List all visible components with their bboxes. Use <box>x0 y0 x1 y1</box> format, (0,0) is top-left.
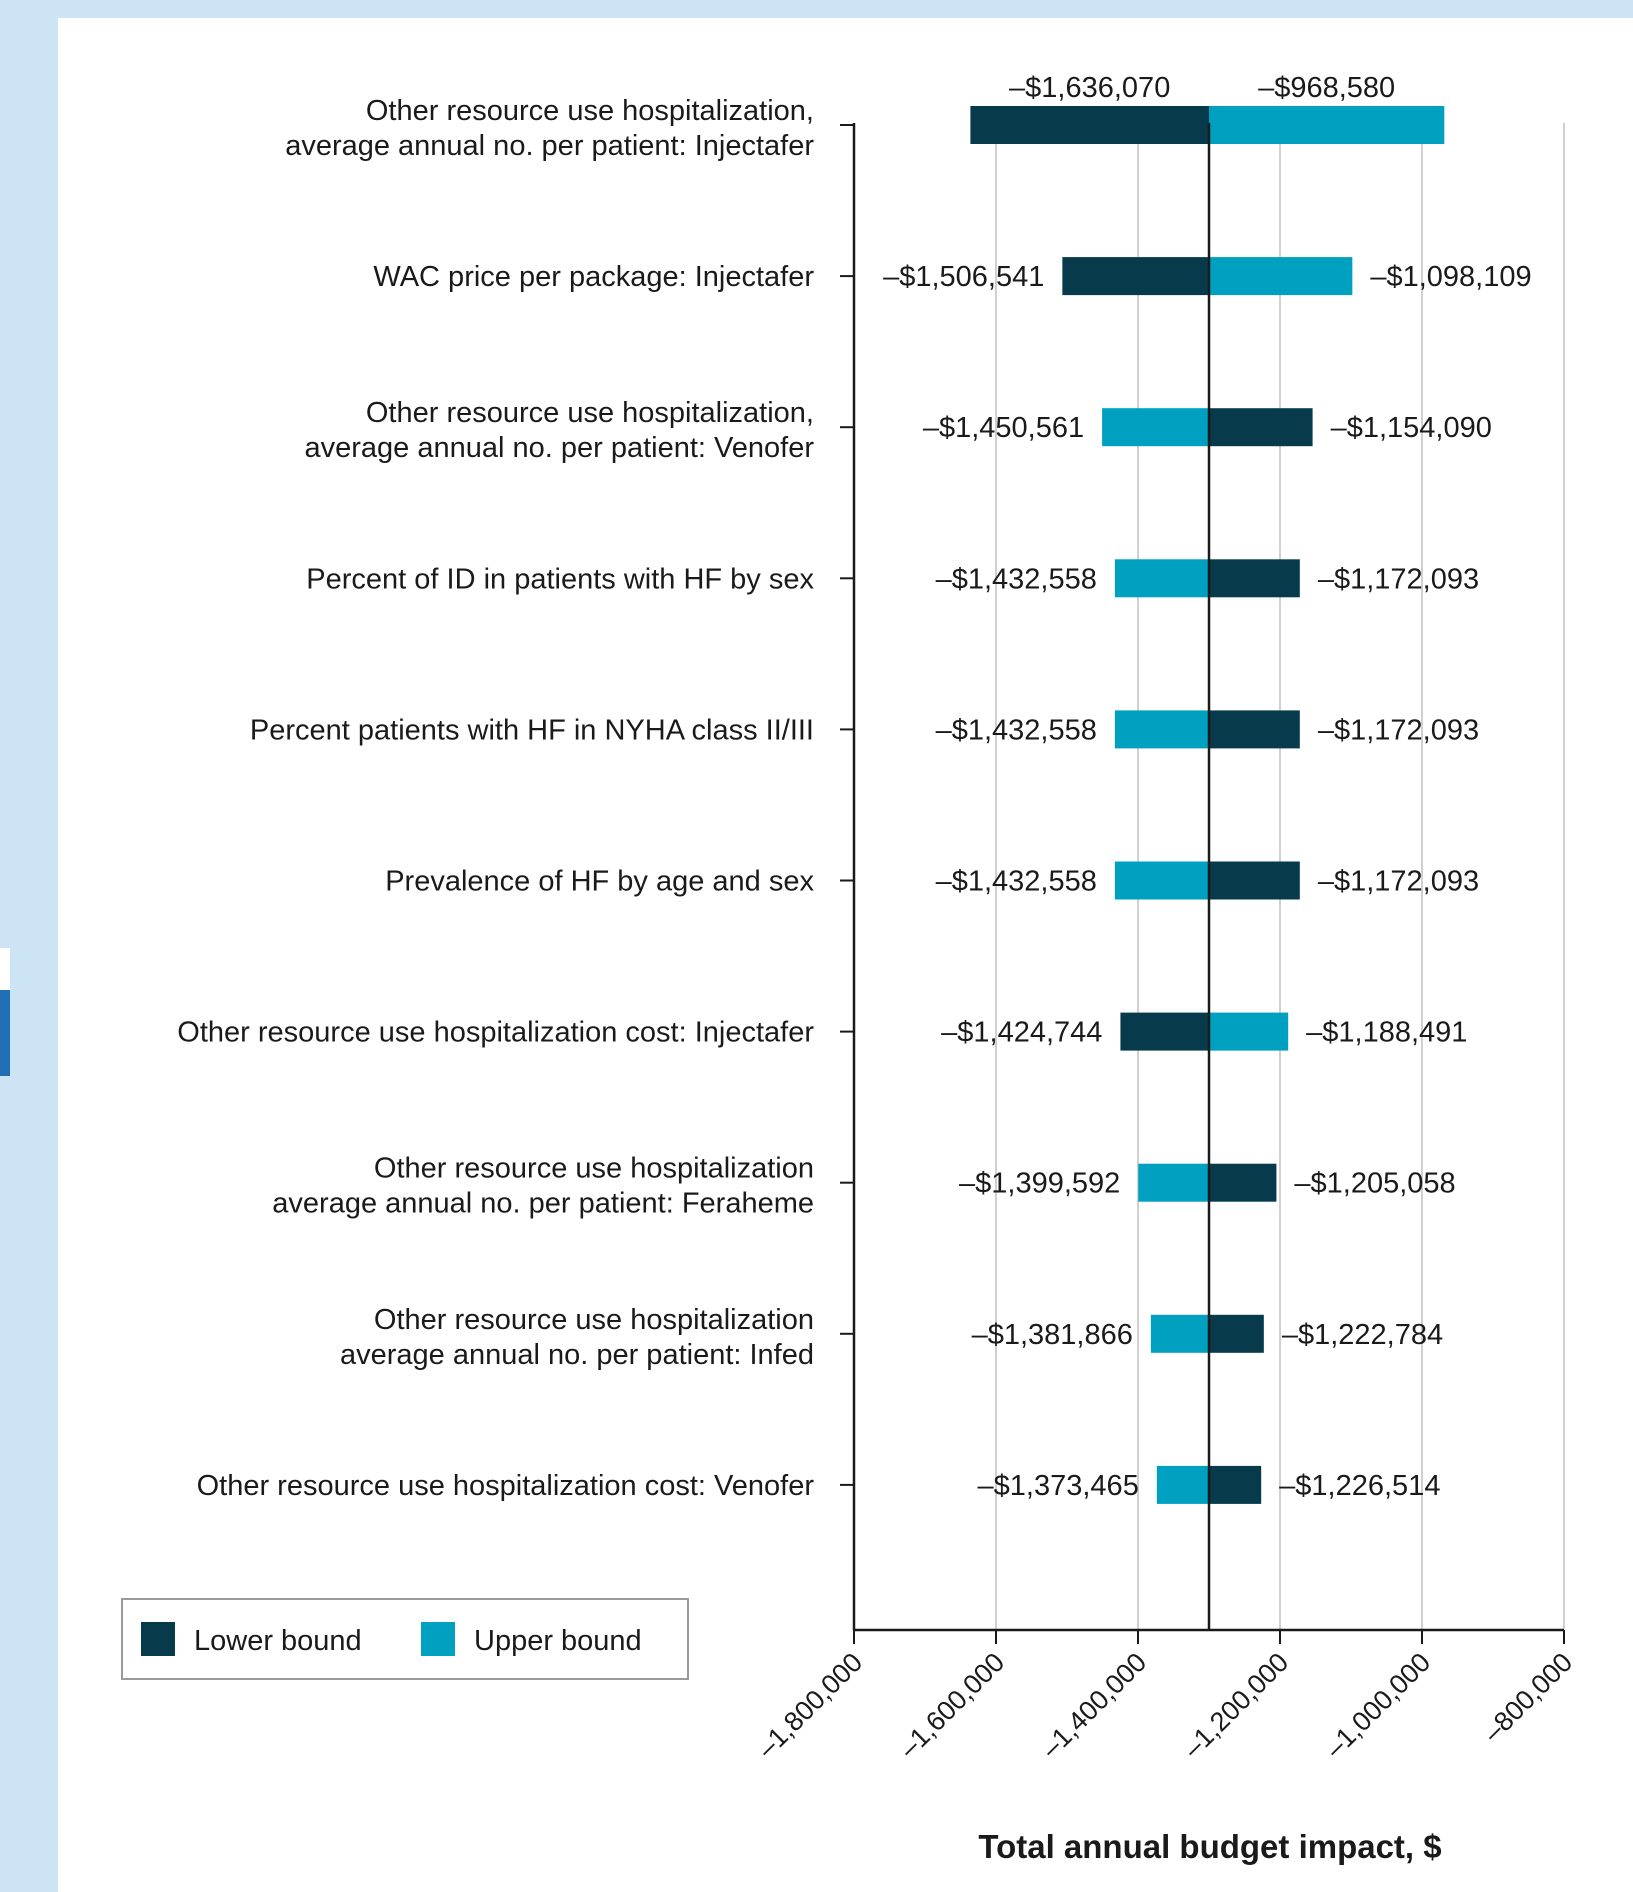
tornado-chart: –1,800,000 –1,600,000 –1,400,000 –1,200,000… <box>121 72 1578 1865</box>
labels: Other resource use hospitalization, avera… <box>177 72 1531 1502</box>
bar-lower-bound <box>1209 710 1300 749</box>
bar-upper-bound <box>1102 408 1209 447</box>
chart-panel: –1,800,000 –1,600,000 –1,400,000 –1,200,000… <box>58 18 1633 1892</box>
bar-upper-bound <box>1156 1465 1209 1504</box>
x-tick-label: –1,000,000 <box>1319 1647 1436 1764</box>
category-label: Percent of ID in patients with HF by sex <box>306 563 814 595</box>
x-tick-label: –1,200,000 <box>1177 1647 1294 1764</box>
bar-lower-bound <box>1209 1465 1262 1504</box>
value-label-upper: –$1,450,561 <box>923 412 1084 444</box>
bar-lower-bound <box>1209 559 1300 598</box>
value-label-upper: –$1,381,866 <box>972 1319 1133 1351</box>
value-label-lower: –$1,154,090 <box>1331 412 1492 444</box>
bar-upper-bound <box>1209 1012 1289 1051</box>
legend[interactable]: Lower bound Upper bound <box>121 1598 689 1680</box>
category-label-line: Other resource use hospitalization <box>374 1304 814 1336</box>
category-label-line: Other resource use hospitalization, <box>366 95 814 127</box>
value-label-upper: –$1,188,491 <box>1306 1017 1467 1049</box>
value-label-lower: –$1,172,093 <box>1318 866 1479 898</box>
bar-lower-bound <box>1120 1012 1209 1051</box>
bar-upper-bound <box>1114 861 1209 900</box>
value-label-lower: –$1,172,093 <box>1318 563 1479 595</box>
category-label-line: average annual no. per patient: Infed <box>340 1339 814 1371</box>
axes: –1,800,000 –1,600,000 –1,400,000 –1,200,000… <box>751 123 1578 1764</box>
category-label: Percent patients with HF in NYHA class I… <box>250 714 814 746</box>
category-label-line: Other resource use hospitalization <box>374 1153 814 1185</box>
x-tick-label: –1,800,000 <box>751 1647 868 1764</box>
category-label: Other resource use hospitalization, avera… <box>305 397 815 464</box>
bar-upper-bound <box>1150 1314 1209 1353</box>
bar-upper-bound <box>1209 257 1353 296</box>
category-label-line: Other resource use hospitalization, <box>366 397 814 429</box>
sidebar-accent <box>0 990 10 1076</box>
category-label: Other resource use hospitalization, avera… <box>285 95 814 162</box>
category-label-line: average annual no. per patient: Injectaf… <box>285 130 814 162</box>
sidebar-gap <box>0 948 10 990</box>
bar-upper-bound <box>1138 1163 1209 1202</box>
value-label-lower: –$1,222,784 <box>1282 1319 1443 1351</box>
legend-swatch-lower <box>141 1622 175 1656</box>
value-label-upper: –$1,432,558 <box>936 714 1097 746</box>
x-tick-label: –800,000 <box>1477 1647 1578 1748</box>
bar-lower-bound <box>1062 257 1209 296</box>
value-label-upper: –$1,432,558 <box>936 866 1097 898</box>
category-label: Other resource use hospitalization averag… <box>340 1304 814 1371</box>
bar-upper-bound <box>1114 710 1209 749</box>
category-label: WAC price per package: Injectafer <box>373 261 814 293</box>
legend-box <box>121 1598 689 1680</box>
value-label-lower: –$1,424,744 <box>941 1017 1102 1049</box>
x-tick-label: –1,600,000 <box>893 1647 1010 1764</box>
value-label-upper: –$1,432,558 <box>936 563 1097 595</box>
category-label-line: average annual no. per patient: Venofer <box>305 432 815 464</box>
value-label-lower: –$1,172,093 <box>1318 714 1479 746</box>
bar-lower-bound <box>1209 1314 1264 1353</box>
category-label: Other resource use hospitalization cost:… <box>177 1017 814 1049</box>
x-axis-title: Total annual budget impact, $ <box>978 1828 1441 1865</box>
value-label-upper: –$1,098,109 <box>1370 261 1531 293</box>
legend-label-lower[interactable]: Lower bound <box>194 1625 362 1657</box>
bar-lower-bound <box>970 106 1209 144</box>
category-label-line: average annual no. per patient: Feraheme <box>272 1188 814 1220</box>
x-tick-label: –1,400,000 <box>1035 1647 1152 1764</box>
value-label-upper: –$968,580 <box>1258 72 1395 104</box>
value-label-lower: –$1,636,070 <box>1009 72 1170 104</box>
value-label-lower: –$1,506,541 <box>883 261 1044 293</box>
legend-label-upper[interactable]: Upper bound <box>474 1625 642 1657</box>
value-label-lower: –$1,226,514 <box>1279 1470 1440 1502</box>
value-label-lower: –$1,205,058 <box>1294 1168 1455 1200</box>
bar-upper-bound <box>1114 559 1209 598</box>
category-label: Prevalence of HF by age and sex <box>385 866 814 898</box>
bar-upper-bound <box>1209 106 1445 144</box>
value-label-upper: –$1,373,465 <box>978 1470 1139 1502</box>
bar-lower-bound <box>1209 861 1300 900</box>
bar-lower-bound <box>1209 408 1313 447</box>
category-label: Other resource use hospitalization cost:… <box>197 1470 815 1502</box>
category-label: Other resource use hospitalization averag… <box>272 1153 814 1220</box>
legend-swatch-upper <box>421 1622 455 1656</box>
bar-lower-bound <box>1209 1163 1277 1202</box>
value-label-upper: –$1,399,592 <box>959 1168 1120 1200</box>
bars <box>970 106 1445 1504</box>
